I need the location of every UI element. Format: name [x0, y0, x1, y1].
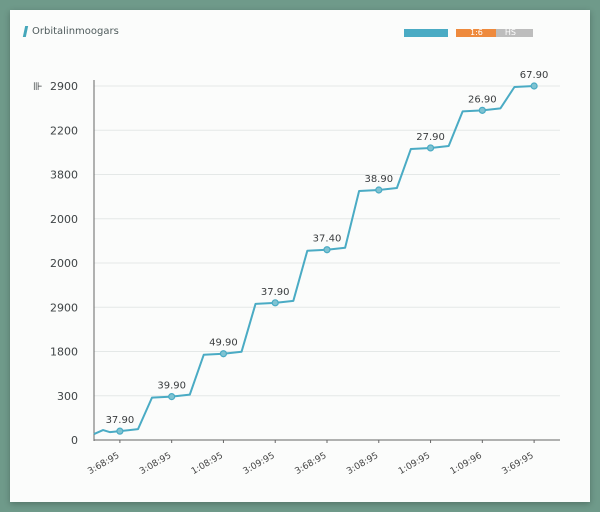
chart-title: Orbitalinmoogars: [32, 26, 119, 37]
data-label: 26.90: [468, 94, 497, 105]
y-tick-label: 300: [57, 390, 78, 403]
data-point: [219, 350, 228, 358]
y-tick-label: 2000: [50, 257, 78, 270]
legend-label-2: 1:6: [470, 28, 483, 37]
legend-item-3: HS: [492, 28, 544, 37]
y-tick-label: 2000: [50, 213, 78, 226]
legend: 1:6 HS: [404, 28, 544, 37]
data-label: 39.90: [157, 381, 186, 392]
data-label: 27.90: [416, 132, 445, 143]
y-tick-labels: 0 300 1800 2900 2000 2000 3800 2200 2900: [50, 80, 78, 447]
data-point: [530, 82, 538, 90]
x-tick-label: 3:68:95: [293, 451, 328, 477]
legend-item-1: [404, 28, 448, 37]
data-label: 67.90: [520, 70, 549, 81]
data-labels: 37.90 39.90 49.90 37.90 37.40 38.90 27.90 26.90…: [106, 70, 549, 426]
chart-card: [10, 10, 590, 502]
data-label: 49.90: [209, 338, 238, 349]
x-tick-label: 3:09:95: [242, 451, 277, 477]
x-tick-labels: 3:68:95 3:08:95 1:08:95 3:09:95 3:68:95 3:08:…: [86, 440, 536, 477]
data-point: [426, 144, 435, 152]
data-label: 37.90: [261, 287, 290, 298]
data-label: 37.40: [313, 234, 342, 245]
legend-swatch-orange: [456, 28, 496, 37]
data-label: 37.90: [106, 415, 135, 426]
data-point: [478, 106, 486, 114]
y-tick-label: 1800: [50, 346, 78, 359]
data-points: [116, 82, 538, 435]
data-label: 38.90: [364, 174, 393, 185]
x-tick-label: 1:08:95: [190, 451, 225, 477]
data-point: [375, 186, 383, 194]
x-tick-label: 3:08:95: [345, 451, 380, 477]
y-tick-label: 3800: [50, 169, 78, 182]
x-tick-label: 3:68:95: [86, 451, 121, 477]
y-axis-prefix-glyph: ⊪: [33, 80, 43, 93]
x-tick-label: 3:69:95: [501, 451, 536, 477]
data-point: [323, 246, 331, 254]
legend-item-2: 1:6: [456, 28, 509, 37]
x-tick-label: 1:09:96: [449, 451, 484, 477]
legend-swatch-gray: [492, 28, 533, 37]
data-point: [168, 393, 176, 401]
y-tick-label: 2900: [50, 301, 78, 314]
legend-label-3: HS: [504, 28, 516, 37]
x-tick-label: 3:08:95: [138, 451, 173, 477]
y-tick-label: 2200: [50, 124, 78, 137]
legend-swatch-blue: [404, 28, 448, 37]
series-line: [93, 85, 535, 435]
y-tick-label: 0: [71, 434, 78, 447]
data-point: [271, 299, 279, 307]
x-tick-label: 1:09:95: [397, 451, 432, 477]
y-tick-label: 2900: [50, 80, 78, 93]
data-point: [116, 427, 124, 435]
chart-title-row: Orbitalinmoogars: [22, 26, 119, 37]
